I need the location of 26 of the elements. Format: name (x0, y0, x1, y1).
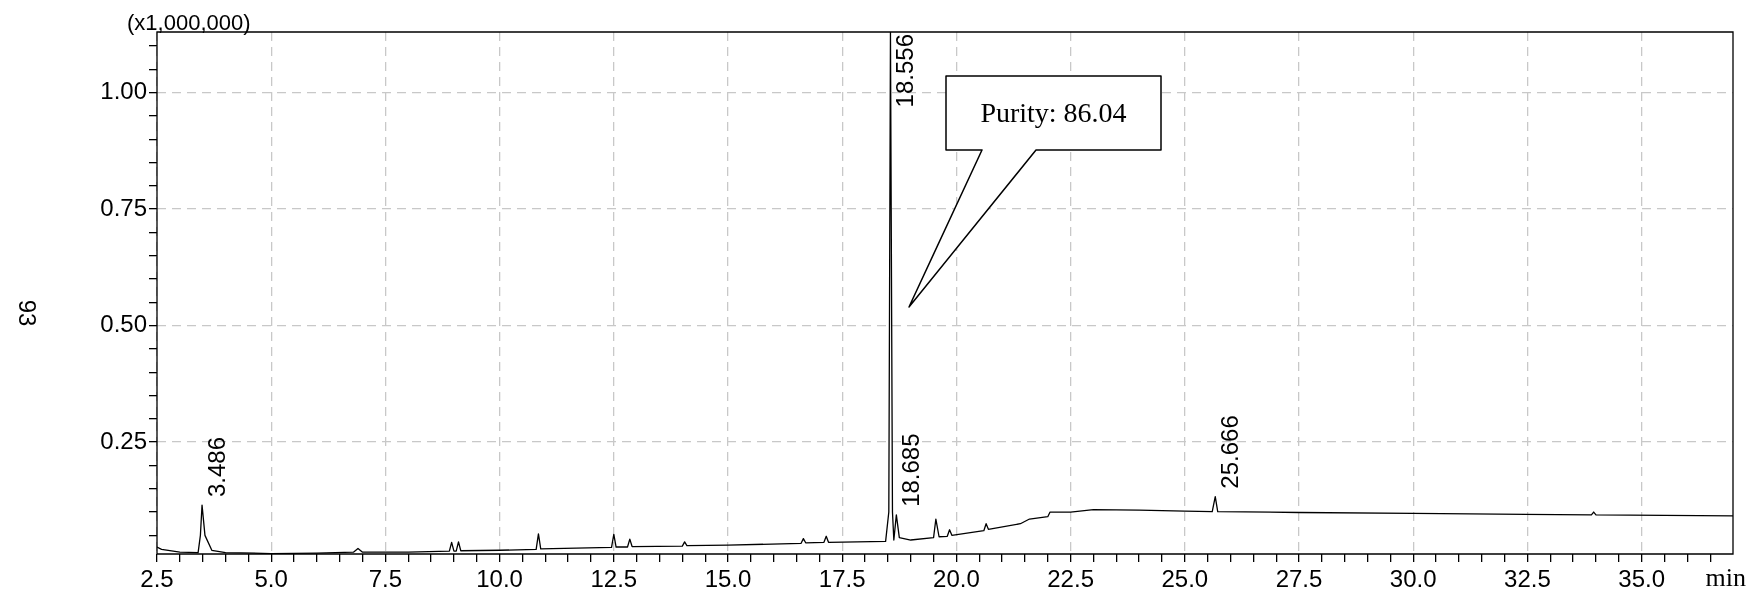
x-tick-label: 10.0 (476, 565, 523, 593)
annotation: 18.556 (891, 34, 919, 108)
x-tick-label: 22.5 (1047, 565, 1094, 593)
y-tick-label: 1.00 (100, 77, 147, 105)
y-axis-title: 93 (14, 299, 42, 327)
x-tick-label: 35.0 (1618, 565, 1665, 593)
y-tick-label: 0.25 (100, 426, 147, 454)
x-tick-label: 2.5 (140, 565, 174, 593)
x-tick-label: 30.0 (1389, 565, 1437, 593)
x-tick-label: 20.0 (933, 565, 980, 593)
x-tick-label: 7.5 (368, 565, 403, 593)
y-tick-label: 0.50 (100, 310, 147, 338)
x-tick-label: 27.5 (1275, 565, 1323, 593)
x-tick-label: 12.5 (590, 565, 638, 593)
x-tick-label: 17.5 (818, 565, 866, 593)
x-tick-label: 15.0 (704, 565, 752, 593)
annotation: (x1,000,000) (127, 10, 251, 36)
y-tick-label: 0.75 (100, 193, 147, 221)
annotation: 3.486 (202, 437, 230, 498)
x-tick-label: 32.5 (1504, 565, 1551, 593)
x-tick-label: 5.0 (254, 565, 288, 593)
x-tick-label: 25.0 (1161, 565, 1209, 593)
x-axis-title: min (1705, 562, 1746, 592)
annotation: 18.685 (896, 433, 924, 507)
annotation: 25.666 (1215, 415, 1243, 489)
annotation: Purity: 86.04 (979, 96, 1128, 130)
